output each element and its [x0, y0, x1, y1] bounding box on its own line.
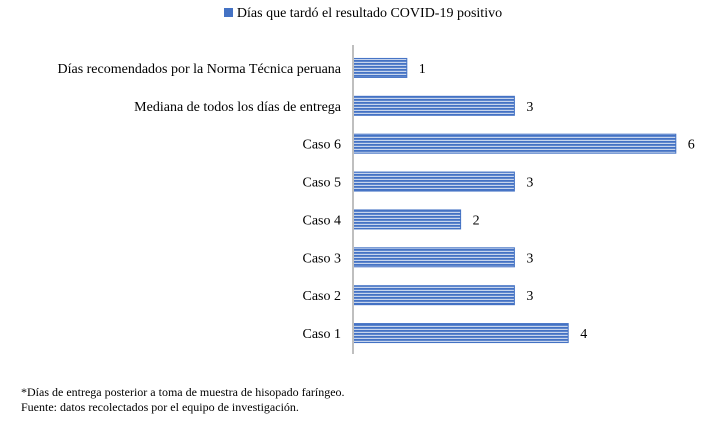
data-label: 4	[580, 327, 587, 342]
legend-swatch	[223, 8, 233, 17]
data-label: 6	[688, 138, 695, 153]
category-label: Caso 2	[303, 289, 342, 304]
category-label: Días recomendados por la Norma Técnica p…	[57, 62, 341, 77]
data-label: 3	[526, 251, 533, 266]
category-label: Caso 1	[303, 327, 342, 342]
category-label: Caso 5	[303, 176, 342, 191]
bar	[352, 285, 515, 306]
chart-legend: Días que tardó el resultado COVID-19 pos…	[0, 5, 726, 23]
data-label: 3	[526, 289, 533, 304]
category-label: Caso 3	[303, 251, 342, 266]
data-label: 3	[526, 100, 533, 115]
bar	[352, 95, 515, 116]
data-label: 1	[419, 62, 426, 77]
chart-notes: *Días de entrega posterior a toma de mue…	[21, 385, 345, 415]
category-label: Mediana de todos los días de entrega	[134, 100, 342, 115]
bar	[352, 57, 408, 78]
bar	[352, 323, 569, 344]
bar	[352, 247, 515, 268]
bar	[352, 209, 462, 230]
data-label: 2	[473, 213, 480, 228]
footnote: *Días de entrega posterior a toma de mue…	[21, 385, 345, 399]
category-label: Caso 4	[303, 213, 342, 228]
legend-label: Días que tardó el resultado COVID-19 pos…	[236, 6, 503, 21]
category-label: Caso 6	[303, 138, 342, 153]
bar	[352, 133, 677, 154]
source-note: Fuente: datos recolectados por el equipo…	[21, 400, 299, 414]
bar	[352, 171, 515, 192]
data-label: 3	[526, 176, 533, 191]
